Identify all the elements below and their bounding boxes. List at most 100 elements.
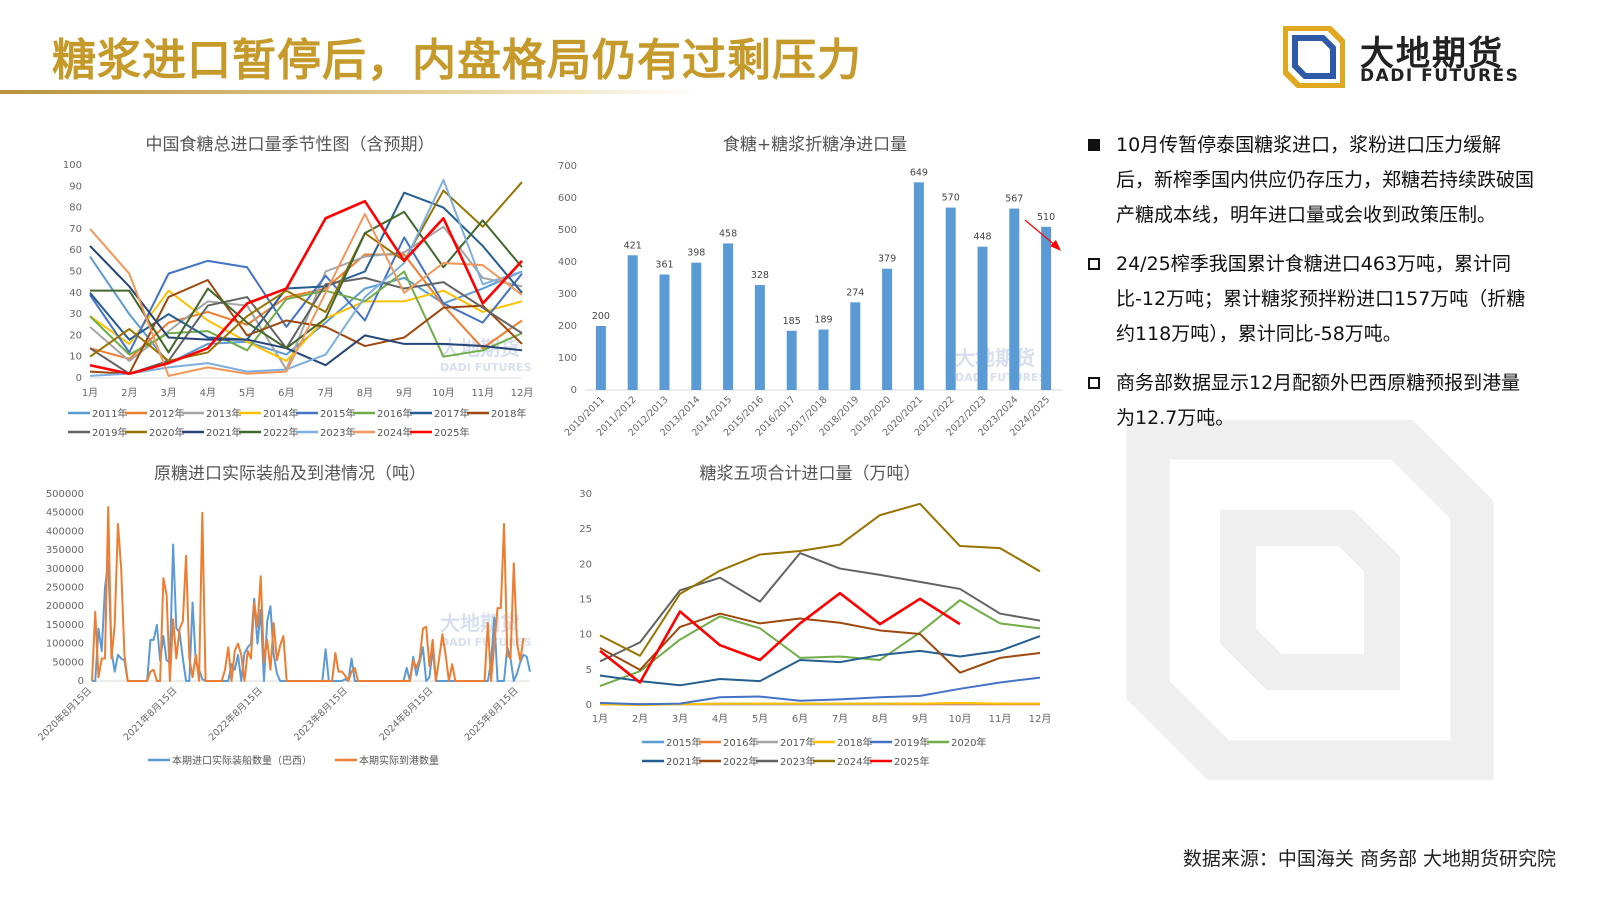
y-tick-label: 100 — [558, 353, 577, 364]
watermark-logo-icon — [1126, 420, 1494, 780]
bar — [1009, 208, 1020, 390]
legend-label: 2020年 — [951, 736, 986, 749]
legend-label: 本期进口实际装船数量（巴西） — [172, 754, 312, 767]
chart1-title: 中国食糖总进口量季节性图（含预期） — [145, 135, 435, 155]
legend-label: 2015年 — [320, 407, 355, 420]
bar-value-label: 379 — [878, 254, 896, 265]
x-tick-label: 4月 — [712, 713, 728, 725]
x-tick-label: 2020年8月15日 — [36, 685, 95, 744]
series-line-2024年 — [89, 212, 523, 377]
y-tick-label: 20 — [69, 330, 82, 341]
y-tick-label: 450000 — [46, 508, 84, 519]
x-tick-label: 5月 — [239, 387, 255, 399]
bar — [723, 243, 734, 390]
y-tick-label: 5 — [586, 665, 592, 676]
y-tick-label: 70 — [69, 224, 82, 235]
y-tick-label: 10 — [579, 630, 592, 641]
y-tick-label: 0 — [586, 700, 592, 711]
y-tick-label: 20 — [579, 559, 592, 570]
legend-label: 2019年 — [894, 736, 929, 749]
watermark-text: DADI FUTURES — [955, 371, 1047, 384]
legend-label: 2011年 — [92, 407, 127, 420]
y-tick-label: 300 — [558, 289, 577, 300]
legend-label: 2014年 — [263, 407, 298, 420]
bar — [1041, 226, 1052, 390]
x-tick-label: 2022年8月15日 — [206, 685, 265, 744]
legend-label: 2023年 — [320, 426, 355, 439]
bar-value-label: 448 — [973, 232, 991, 243]
y-tick-label: 700 — [558, 161, 577, 172]
bar-value-label: 421 — [624, 240, 642, 251]
bar — [882, 268, 893, 390]
legend-label: 2017年 — [780, 736, 815, 749]
y-tick-label: 0 — [571, 385, 577, 396]
x-tick-label: 5月 — [752, 713, 768, 725]
bar — [945, 207, 956, 390]
logo-text-en: DADI FUTURES — [1360, 66, 1520, 86]
y-tick-label: 90 — [69, 181, 82, 192]
x-tick-label: 6月 — [278, 387, 294, 399]
series-line-2023年 — [89, 178, 523, 377]
series-line-2019年 — [599, 676, 1041, 706]
bar-value-label: 361 — [655, 259, 673, 270]
series-line-2021年 — [89, 245, 523, 367]
bullet-item: 24/25榨季我国累计食糖进口463万吨，累计同比-12万吨；累计糖浆预拌粉进口… — [1088, 247, 1538, 352]
x-tick-label: 9月 — [912, 713, 928, 725]
y-tick-label: 30 — [579, 489, 592, 500]
legend-label: 2017年 — [434, 407, 469, 420]
x-tick-label: 2024年8月15日 — [377, 685, 436, 744]
legend-label: 本期实际到港数量 — [359, 754, 439, 767]
bar-value-label: 398 — [687, 248, 705, 259]
chart2-title: 食糖+糖浆折糖净进口量 — [722, 135, 908, 155]
y-tick-label: 400000 — [46, 526, 84, 537]
y-tick-label: 100 — [63, 160, 82, 171]
y-tick-label: 30 — [69, 309, 82, 320]
legend-label: 2023年 — [780, 755, 815, 768]
y-tick-label: 10 — [69, 352, 82, 363]
legend-label: 2019年 — [92, 426, 127, 439]
y-tick-label: 350000 — [46, 545, 84, 556]
title-underline — [0, 90, 700, 94]
series-line-2019年 — [89, 276, 523, 375]
bar-value-label: 189 — [814, 315, 832, 326]
x-tick-label: 7月 — [832, 713, 848, 725]
bar-value-label: 328 — [751, 270, 769, 281]
bar — [913, 182, 924, 390]
x-tick-label: 3月 — [160, 387, 176, 399]
y-tick-label: 0 — [78, 676, 84, 687]
y-tick-label: 25 — [579, 524, 592, 535]
x-tick-label: 2023年8月15日 — [291, 685, 350, 744]
red-arrow-head-icon — [1050, 240, 1061, 251]
legend-label: 2025年 — [894, 755, 929, 768]
x-tick-label: 12月 — [511, 387, 534, 399]
bullet-text: 10月传暂停泰国糖浆进口，浆粉进口压力缓解后，新榨季国内供应仍存压力，郑糖若持续… — [1116, 134, 1535, 226]
series-line-2025年 — [89, 199, 523, 376]
filled-square-icon — [1088, 139, 1100, 151]
bar — [786, 330, 797, 390]
x-tick-label: 8月 — [357, 387, 373, 399]
bar — [659, 274, 670, 390]
y-tick-label: 40 — [69, 288, 82, 299]
hollow-square-icon — [1088, 258, 1100, 270]
legend-label: 2016年 — [723, 736, 758, 749]
logo-icon — [1283, 26, 1345, 88]
x-tick-label: 1月 — [592, 713, 608, 725]
x-tick-label: 8月 — [872, 713, 888, 725]
legend-label: 2018年 — [837, 736, 872, 749]
bar — [818, 329, 829, 390]
series-line-2021年 — [599, 635, 1041, 687]
x-tick-label: 2月 — [121, 387, 137, 399]
legend-label: 2016年 — [377, 407, 412, 420]
bar-value-label: 185 — [783, 316, 801, 327]
bar-value-label: 274 — [846, 287, 864, 298]
logo-text-cn: 大地期货 — [1360, 34, 1504, 74]
bar — [627, 255, 638, 390]
legend-label: 2021年 — [666, 755, 701, 768]
y-tick-label: 150000 — [46, 620, 84, 631]
legend-label: 2018年 — [491, 407, 526, 420]
bullet-item: 商务部数据显示12月配额外巴西原糖预报到港量为12.7万吨。 — [1088, 366, 1538, 436]
x-tick-label: 2月 — [632, 713, 648, 725]
bar — [850, 302, 861, 390]
bullet-list: 10月传暂停泰国糖浆进口，浆粉进口压力缓解后，新榨季国内供应仍存压力，郑糖若持续… — [1088, 128, 1538, 450]
y-tick-label: 0 — [76, 373, 82, 384]
